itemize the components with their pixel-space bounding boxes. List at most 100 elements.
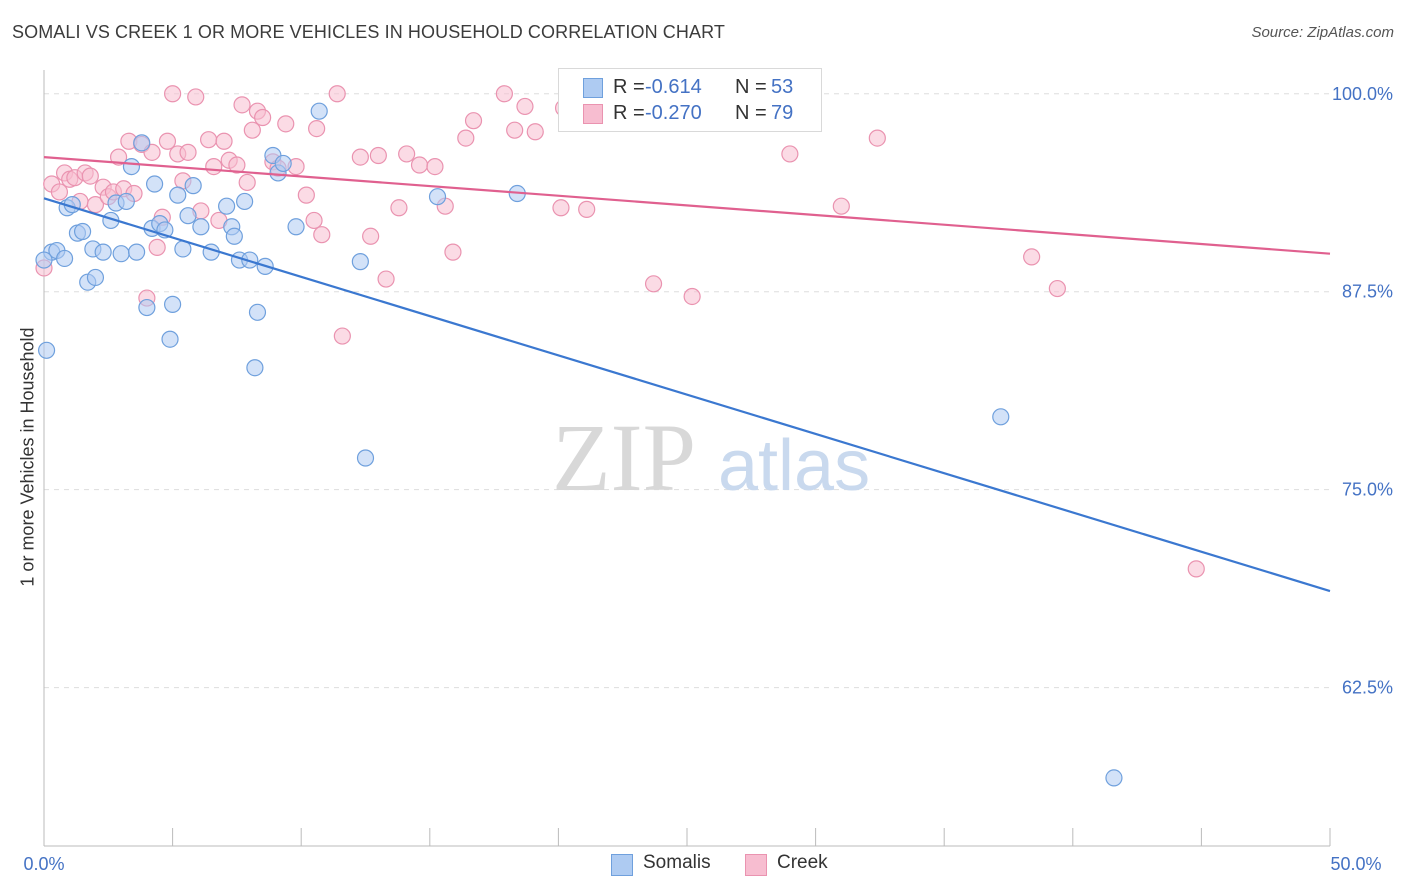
somali-point <box>164 295 182 313</box>
source-credit: Source: ZipAtlas.com <box>1251 24 1394 41</box>
legend-swatch-creek <box>745 854 767 876</box>
chart-title: SOMALI VS CREEK 1 OR MORE VEHICLES IN HO… <box>12 22 725 42</box>
somali-point <box>236 192 254 211</box>
somali-swatch <box>583 78 603 98</box>
stats-row-somalis: R = -0.614 N = 53 <box>559 75 821 101</box>
n-label: N = <box>735 102 767 124</box>
creek-point <box>333 327 351 345</box>
creek-points <box>35 85 1205 578</box>
creek-point <box>464 112 483 130</box>
somali-point <box>112 245 130 263</box>
creek-point <box>109 148 128 166</box>
x-tick-label-min: 0.0% <box>23 854 64 874</box>
creek-point <box>228 156 246 174</box>
x-ticks <box>43 828 1331 846</box>
somali-point <box>184 177 202 195</box>
somali-point <box>274 154 292 173</box>
creek-point <box>1048 279 1066 298</box>
watermark-zip: ZIP <box>552 404 696 511</box>
creek-point <box>781 145 799 163</box>
somali-point <box>37 341 56 359</box>
creek-point <box>351 148 369 166</box>
creek-point <box>832 197 850 215</box>
creek-point <box>238 173 256 192</box>
creek-point <box>215 132 233 150</box>
creek-point <box>81 167 99 185</box>
somali-point <box>992 408 1010 426</box>
creek-point <box>233 96 251 114</box>
creek-point <box>200 131 218 149</box>
somali-trend-line <box>43 197 1331 593</box>
watermark-atlas: atlas <box>718 426 870 506</box>
creek-point <box>179 143 197 161</box>
x-tick-label-max: 50.0% <box>1330 854 1381 874</box>
somali-point <box>351 253 369 271</box>
somali-point <box>225 227 243 245</box>
creek-point <box>158 132 177 150</box>
creek-point <box>426 158 444 176</box>
creek-point <box>243 121 261 139</box>
y-tick-label: 87.5% <box>1342 282 1393 302</box>
somali-point <box>248 303 267 321</box>
somali-point <box>428 188 447 206</box>
somali-point <box>356 449 375 467</box>
creek-point <box>644 275 663 293</box>
somali-points <box>35 102 1123 787</box>
somali-point <box>86 268 105 287</box>
somali-point <box>145 175 164 193</box>
y-tick-label: 62.5% <box>1342 678 1393 698</box>
somali-point <box>122 158 141 176</box>
trend-lines <box>43 156 1331 593</box>
somali-point <box>246 359 264 377</box>
creek-point <box>552 199 570 217</box>
r-label: R = <box>613 102 645 124</box>
creek-point <box>164 85 182 103</box>
r-value-creek: -0.270 <box>645 102 702 124</box>
creek-point <box>390 199 408 217</box>
somali-point <box>73 222 92 241</box>
creek-point <box>1187 560 1205 578</box>
somali-point <box>1105 769 1123 787</box>
somali-point <box>138 298 156 317</box>
creek-point <box>578 200 596 218</box>
somali-point <box>127 243 146 261</box>
y-tick-labels: 100.0% 87.5% 75.0% 62.5% <box>1332 84 1393 698</box>
legend-label-creek: Creek <box>777 852 828 873</box>
somali-point <box>161 330 179 348</box>
creek-point <box>328 85 346 103</box>
y-tick-label: 100.0% <box>1332 84 1393 104</box>
n-label: N = <box>735 76 767 98</box>
creek-point <box>254 108 272 127</box>
r-label: R = <box>613 76 645 98</box>
creek-point <box>526 123 544 141</box>
creek-point <box>506 121 524 139</box>
creek-point <box>50 183 69 201</box>
creek-trend-line <box>43 156 1331 255</box>
creek-point <box>305 211 323 230</box>
creek-point <box>457 129 475 147</box>
creek-point <box>369 146 387 165</box>
somali-point <box>35 251 53 269</box>
creek-point <box>297 186 315 204</box>
creek-point <box>313 226 331 244</box>
somali-point <box>287 218 305 236</box>
creek-point <box>444 243 462 261</box>
watermark: ZIP atlas <box>552 404 870 511</box>
r-value-somalis: -0.614 <box>645 76 702 98</box>
creek-point <box>868 129 886 147</box>
somali-point <box>179 207 197 225</box>
somali-point <box>192 218 210 236</box>
somali-point <box>169 186 187 204</box>
stats-legend-box: R = -0.614 N = 53 R = -0.270 N = 79 <box>558 68 822 132</box>
somali-point <box>117 192 135 211</box>
creek-point <box>362 227 380 245</box>
creek-point <box>495 85 513 103</box>
creek-point <box>398 145 416 163</box>
legend-label-somalis: Somalis <box>643 852 711 873</box>
y-tick-label: 75.0% <box>1342 480 1393 500</box>
creek-point <box>148 238 166 256</box>
gridlines <box>44 93 1330 689</box>
somali-point <box>218 197 236 215</box>
creek-point <box>308 119 326 138</box>
